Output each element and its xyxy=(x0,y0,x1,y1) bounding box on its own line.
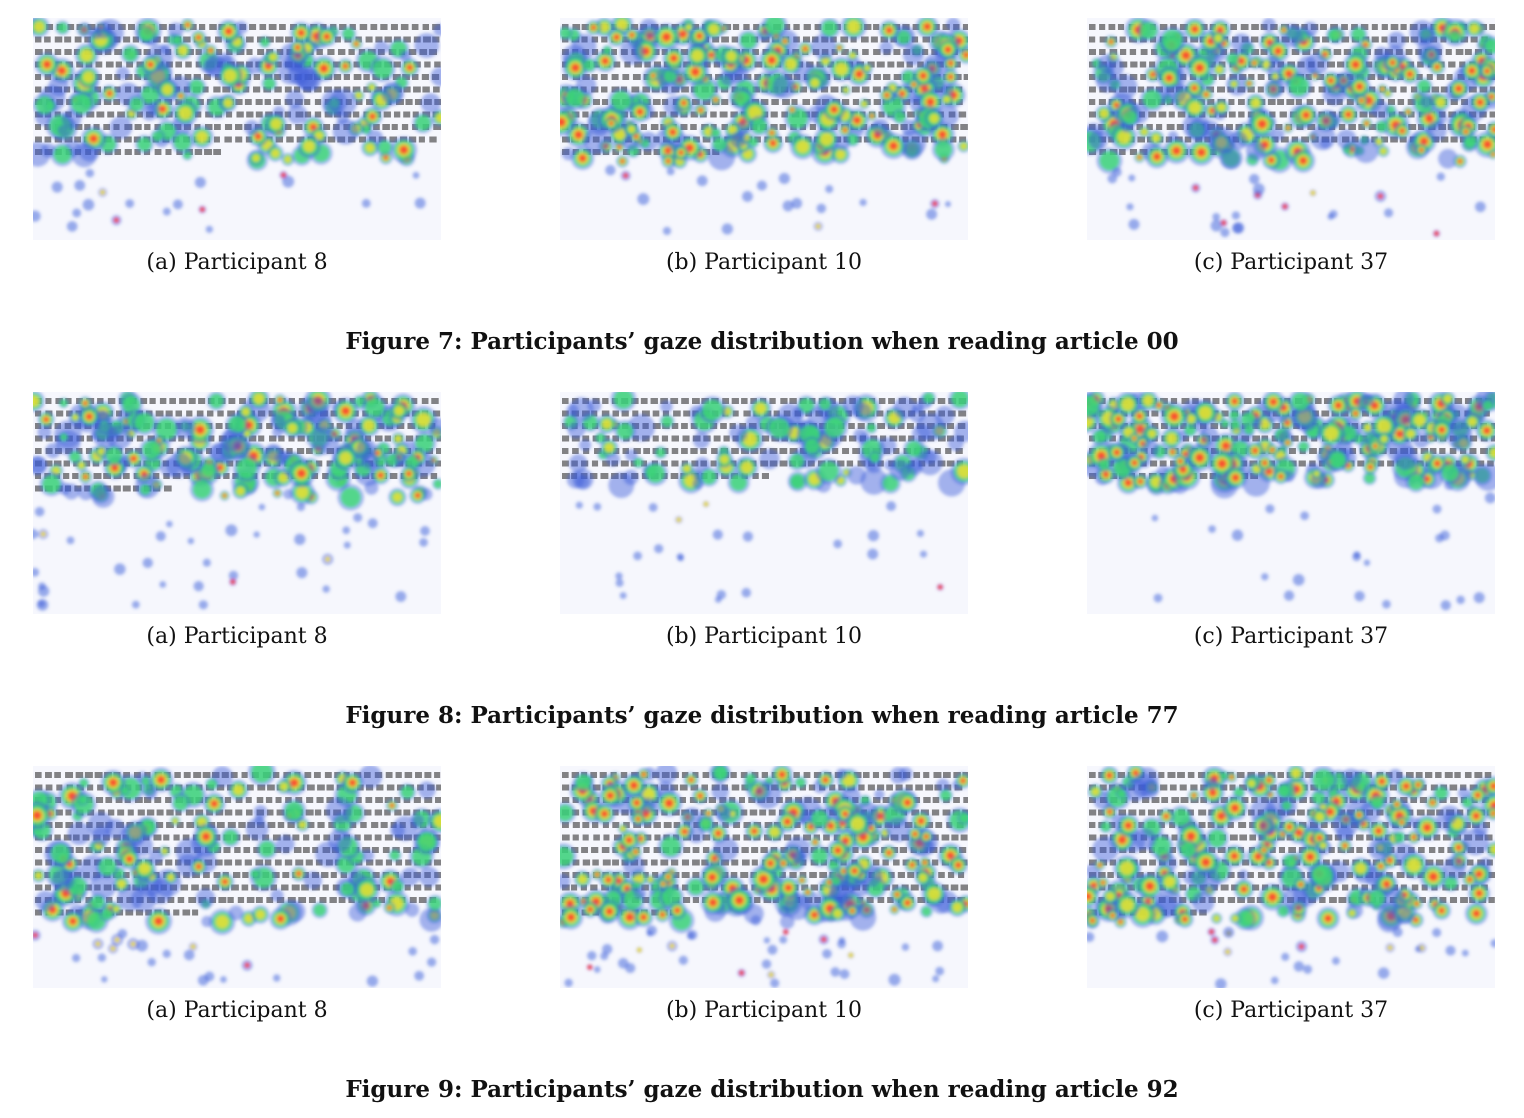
gaze-heatmap xyxy=(33,766,441,988)
gaze-heatmap xyxy=(560,766,968,988)
gaze-heatmap xyxy=(560,392,968,614)
heatmap-canvas xyxy=(560,392,968,614)
subfigure-caption: (c) Participant 37 xyxy=(1193,624,1389,649)
heatmap-canvas xyxy=(33,392,441,614)
subfigure-caption: (b) Participant 10 xyxy=(665,624,863,649)
heatmap-canvas xyxy=(1087,392,1495,614)
subfigure-caption: (c) Participant 37 xyxy=(1193,250,1389,275)
gaze-heatmap xyxy=(560,18,968,240)
subfigure-caption: (b) Participant 10 xyxy=(665,998,863,1023)
heatmap-canvas xyxy=(33,766,441,988)
heatmap-canvas xyxy=(560,766,968,988)
subfigure-caption: (a) Participant 8 xyxy=(146,624,328,649)
gaze-heatmap xyxy=(1087,766,1495,988)
figure-caption: Figure 7: Participants’ gaze distributio… xyxy=(345,328,1179,355)
gaze-heatmap xyxy=(1087,18,1495,240)
gaze-heatmap xyxy=(33,18,441,240)
gaze-heatmap xyxy=(33,392,441,614)
subfigure-caption: (a) Participant 8 xyxy=(146,998,328,1023)
heatmap-canvas xyxy=(33,18,441,240)
figure-caption: Figure 8: Participants’ gaze distributio… xyxy=(345,702,1179,729)
heatmap-canvas xyxy=(560,18,968,240)
figure-caption: Figure 9: Participants’ gaze distributio… xyxy=(345,1076,1179,1103)
gaze-heatmap xyxy=(1087,392,1495,614)
subfigure-caption: (c) Participant 37 xyxy=(1193,998,1389,1023)
heatmap-canvas xyxy=(1087,766,1495,988)
subfigure-caption: (a) Participant 8 xyxy=(146,250,328,275)
heatmap-canvas xyxy=(1087,18,1495,240)
subfigure-caption: (b) Participant 10 xyxy=(665,250,863,275)
